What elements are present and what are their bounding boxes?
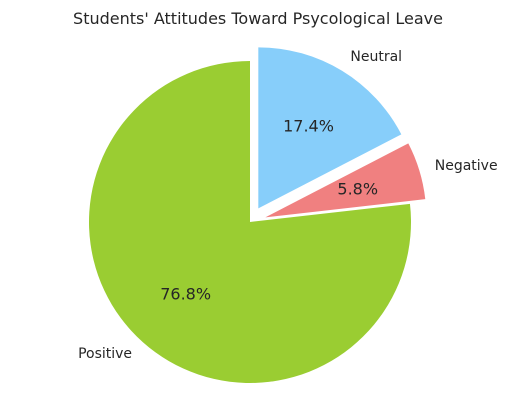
pie-slice-negative <box>265 143 426 218</box>
slice-value-neutral: 17.4% <box>283 116 334 135</box>
slice-label-negative: Negative <box>435 158 498 174</box>
slice-value-positive: 76.8% <box>160 285 211 304</box>
pie-slice-neutral <box>258 47 402 209</box>
pie-slice-positive <box>89 61 412 384</box>
slice-label-positive: Positive <box>78 346 132 362</box>
slice-label-neutral: Neutral <box>350 49 402 65</box>
chart-title: Students' Attitudes Toward Psycological … <box>73 9 443 28</box>
pie-labels: Positive 76.8% Negative 5.8% Neutral 17.4% <box>78 49 498 362</box>
pie-slices <box>89 47 426 384</box>
slice-value-negative: 5.8% <box>337 180 378 199</box>
